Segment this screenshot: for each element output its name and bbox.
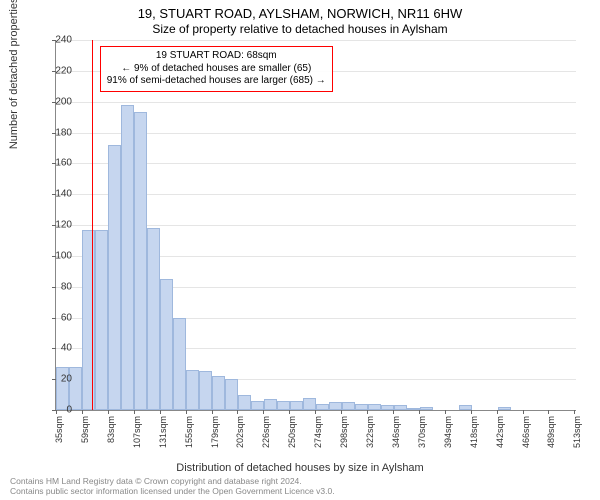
histogram-bar — [277, 401, 290, 410]
x-tick — [548, 410, 549, 414]
histogram-bar — [160, 279, 173, 410]
x-tick-label: 250sqm — [287, 416, 297, 448]
x-tick-label: 179sqm — [210, 416, 220, 448]
histogram-bar — [225, 379, 238, 410]
credits-line-1: Contains HM Land Registry data © Crown c… — [10, 476, 335, 486]
chart-title: 19, STUART ROAD, AYLSHAM, NORWICH, NR11 … — [0, 0, 600, 22]
credits-line-2: Contains public sector information licen… — [10, 486, 335, 496]
x-tick — [471, 410, 472, 414]
x-axis-label: Distribution of detached houses by size … — [0, 462, 600, 474]
y-tick-label: 20 — [42, 374, 72, 385]
x-tick-label: 466sqm — [521, 416, 531, 448]
annotation-line: 19 STUART ROAD: 68sqm — [107, 50, 326, 63]
chart-subtitle: Size of property relative to detached ho… — [0, 22, 600, 36]
x-tick — [315, 410, 316, 414]
y-tick-label: 200 — [42, 96, 72, 107]
x-tick — [263, 410, 264, 414]
x-tick — [523, 410, 524, 414]
x-tick-label: 394sqm — [443, 416, 453, 448]
x-tick-label: 346sqm — [391, 416, 401, 448]
histogram-bar — [238, 395, 251, 410]
x-tick — [82, 410, 83, 414]
histogram-bar — [368, 404, 381, 410]
annotation-line: 91% of semi-detached houses are larger (… — [107, 75, 326, 88]
y-tick-label: 140 — [42, 189, 72, 200]
histogram-bar — [147, 228, 160, 410]
histogram-bar — [329, 402, 342, 410]
x-tick-label: 513sqm — [572, 416, 582, 448]
histogram-bar — [264, 399, 277, 410]
histogram-bar — [303, 398, 316, 410]
y-tick-label: 40 — [42, 343, 72, 354]
y-tick-label: 240 — [42, 35, 72, 46]
x-tick-label: 155sqm — [184, 416, 194, 448]
x-tick — [108, 410, 109, 414]
histogram-bar — [95, 230, 108, 410]
histogram-bar — [498, 407, 511, 410]
histogram-bar — [212, 376, 225, 410]
credits: Contains HM Land Registry data © Crown c… — [10, 476, 335, 496]
y-tick-label: 160 — [42, 158, 72, 169]
x-tick — [289, 410, 290, 414]
x-tick — [419, 410, 420, 414]
y-tick-label: 180 — [42, 127, 72, 138]
histogram-bar — [82, 230, 95, 410]
y-tick-label: 80 — [42, 281, 72, 292]
x-tick — [445, 410, 446, 414]
x-tick — [367, 410, 368, 414]
x-tick-label: 274sqm — [313, 416, 323, 448]
histogram-bar — [186, 370, 199, 410]
histogram-bar — [121, 105, 134, 410]
histogram-bar — [251, 401, 264, 410]
reference-line — [92, 40, 93, 410]
x-tick — [341, 410, 342, 414]
histogram-bar — [316, 404, 329, 410]
x-tick-label: 442sqm — [495, 416, 505, 448]
x-tick-label: 489sqm — [546, 416, 556, 448]
x-tick — [393, 410, 394, 414]
annotation-box: 19 STUART ROAD: 68sqm← 9% of detached ho… — [100, 46, 333, 92]
y-tick-label: 100 — [42, 250, 72, 261]
histogram-bar — [420, 407, 433, 410]
x-tick-label: 322sqm — [365, 416, 375, 448]
x-tick — [212, 410, 213, 414]
histogram-bar — [290, 401, 303, 410]
x-tick-label: 59sqm — [80, 416, 90, 443]
x-tick — [160, 410, 161, 414]
x-tick — [497, 410, 498, 414]
grid-line — [56, 102, 576, 103]
y-tick-label: 60 — [42, 312, 72, 323]
annotation-line: ← 9% of detached houses are smaller (65) — [107, 63, 326, 76]
y-tick-label: 120 — [42, 220, 72, 231]
histogram-bar — [108, 145, 121, 410]
x-tick-label: 202sqm — [235, 416, 245, 448]
y-tick-label: 220 — [42, 65, 72, 76]
x-tick-label: 226sqm — [261, 416, 271, 448]
x-tick-label: 83sqm — [106, 416, 116, 443]
grid-line — [56, 40, 576, 41]
x-tick-label: 298sqm — [339, 416, 349, 448]
histogram-bar — [342, 402, 355, 410]
x-tick — [574, 410, 575, 414]
histogram-bar — [134, 112, 147, 410]
y-axis-label: Number of detached properties — [8, 0, 20, 149]
histogram-bar — [173, 318, 186, 411]
x-tick — [237, 410, 238, 414]
chart-container: 19, STUART ROAD, AYLSHAM, NORWICH, NR11 … — [0, 0, 600, 500]
x-tick-label: 131sqm — [158, 416, 168, 448]
x-tick-label: 418sqm — [469, 416, 479, 448]
histogram-bar — [199, 371, 212, 410]
x-tick-label: 35sqm — [54, 416, 64, 443]
x-tick — [186, 410, 187, 414]
x-tick-label: 370sqm — [417, 416, 427, 448]
x-tick-label: 107sqm — [132, 416, 142, 448]
plot-area: 35sqm59sqm83sqm107sqm131sqm155sqm179sqm2… — [55, 40, 576, 411]
histogram-bar — [394, 405, 407, 410]
y-tick-label: 0 — [42, 405, 72, 416]
x-tick — [134, 410, 135, 414]
